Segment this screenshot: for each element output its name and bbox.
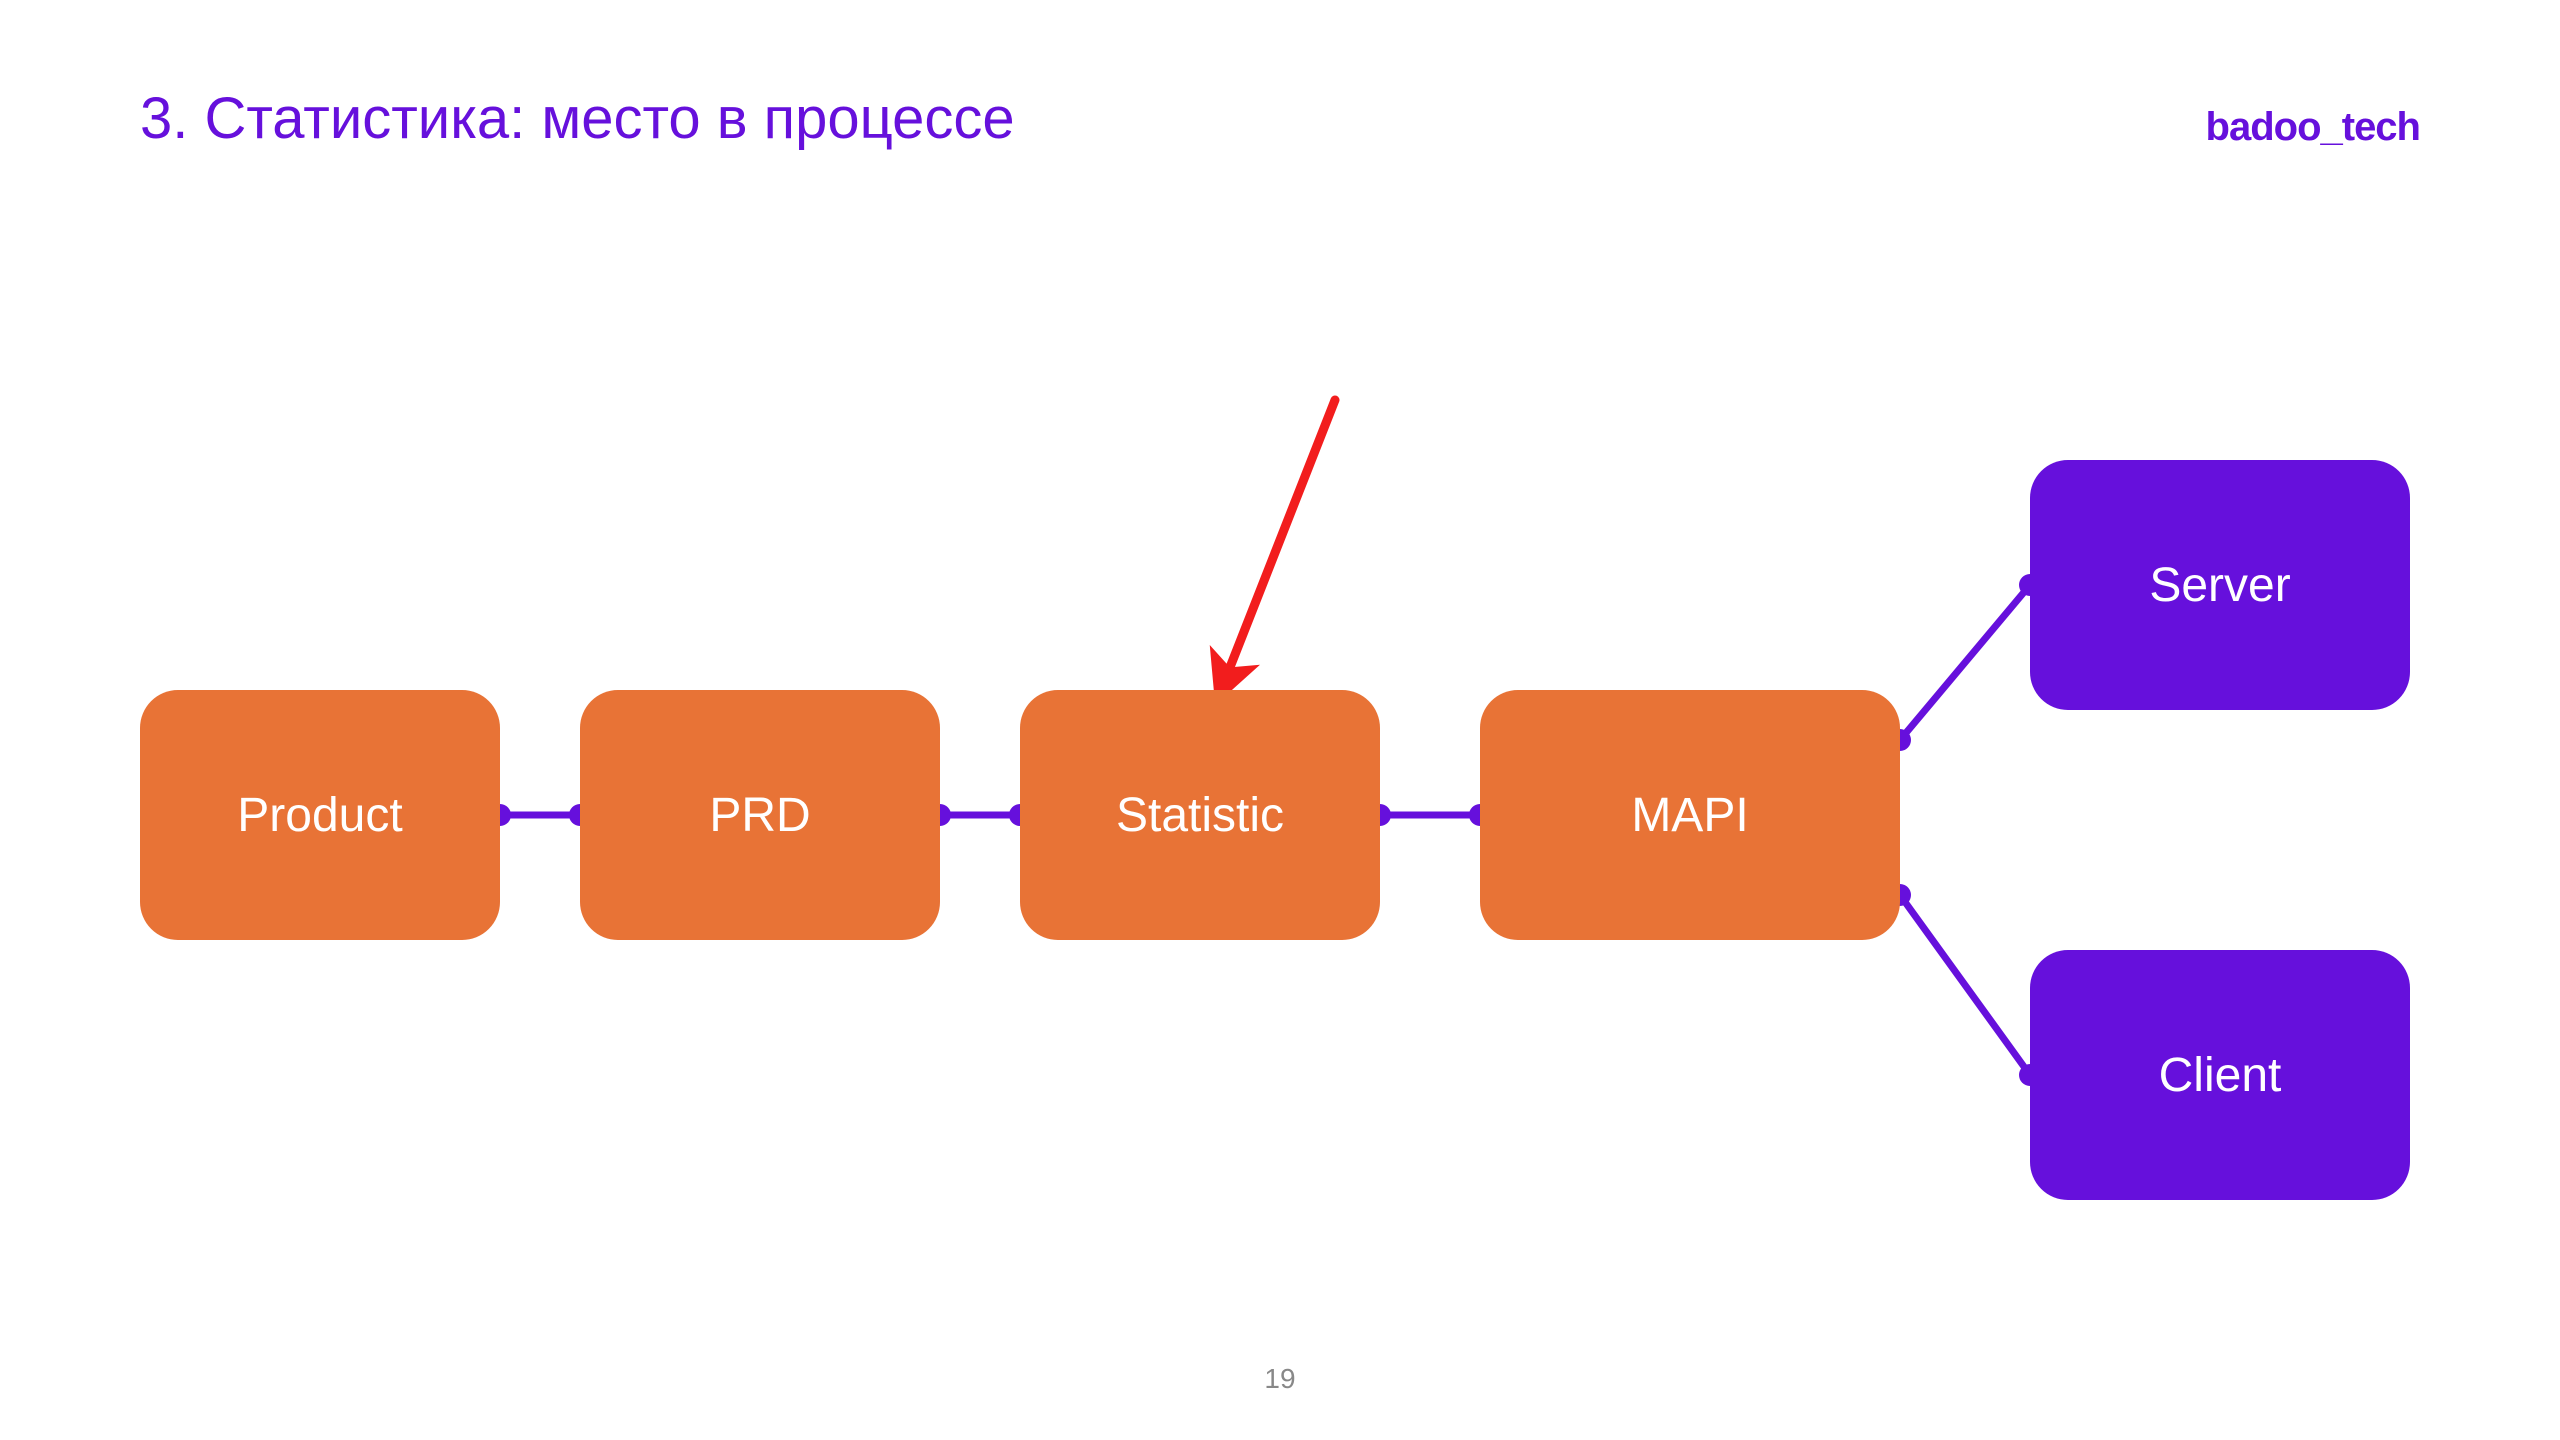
node-mapi: MAPI — [1480, 690, 1900, 940]
highlight-arrow — [1225, 400, 1335, 680]
node-server: Server — [2030, 460, 2410, 710]
page-number: 19 — [1264, 1363, 1295, 1395]
node-prd: PRD — [580, 690, 940, 940]
node-product: Product — [140, 690, 500, 940]
node-statistic: Statistic — [1020, 690, 1380, 940]
node-client: Client — [2030, 950, 2410, 1200]
